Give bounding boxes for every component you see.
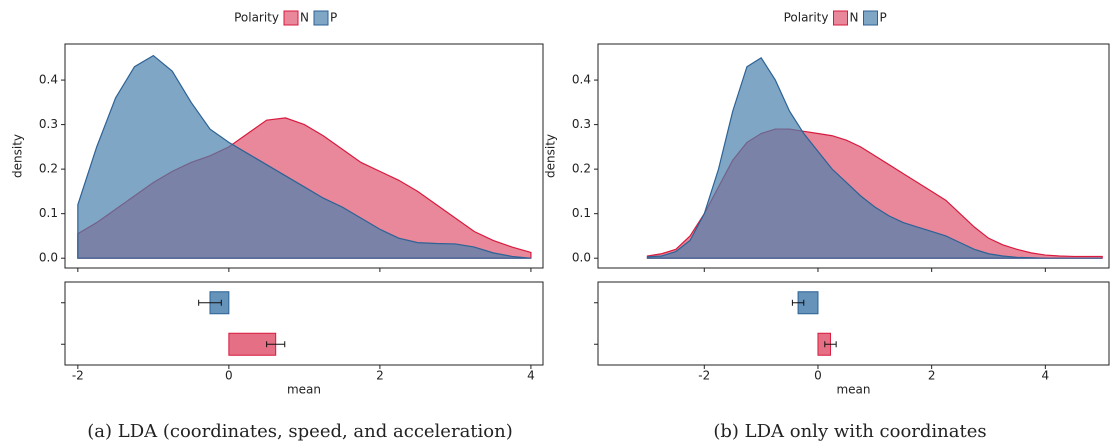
legend-title: Polarity [784, 11, 829, 25]
y-tick-label: 0.2 [572, 162, 591, 176]
legend-swatch [313, 10, 329, 26]
legend-swatch [863, 10, 878, 26]
y-tick-label: 0.4 [39, 73, 58, 87]
plot-frame [64, 43, 544, 269]
x-tick-label: 4 [1042, 369, 1050, 383]
y-tick-label: 0.2 [39, 162, 58, 176]
y-tick-label: 0.1 [39, 206, 58, 220]
x-axis-label: mean [287, 383, 321, 397]
legend-swatch [833, 10, 848, 26]
y-tick-label: 0.4 [572, 73, 591, 87]
y-tick-label: 0.0 [572, 251, 591, 265]
y-tick-label: 0.3 [39, 117, 58, 131]
y-tick-label: 0.3 [572, 117, 591, 131]
y-tick-label: 0.1 [572, 206, 591, 220]
legend-label: P [330, 11, 337, 25]
x-tick-label: 0 [225, 369, 233, 383]
bar-frame [64, 281, 544, 366]
caption: (a) LDA (coordinates, speed, and acceler… [87, 421, 513, 442]
error-bar [791, 299, 805, 306]
error-bar [824, 341, 837, 348]
legend-title: Polarity [234, 11, 279, 25]
x-tick-label: 0 [814, 369, 822, 383]
x-tick-label: -2 [698, 369, 710, 383]
caption: (b) LDA only with coordinates [713, 421, 986, 442]
bar-frame [597, 281, 1110, 366]
x-tick-label: -2 [72, 369, 84, 383]
legend-label: P [880, 11, 887, 25]
density-area [77, 54, 531, 259]
plot-frame [597, 43, 1110, 269]
error-bar [266, 341, 286, 348]
density-area [646, 56, 1103, 259]
x-tick-label: 2 [928, 369, 936, 383]
legend-label: N [300, 11, 309, 25]
y-axis-label: density [544, 134, 558, 178]
legend-swatch [283, 10, 299, 26]
legend-label: N [850, 11, 859, 25]
y-axis-label: density [11, 134, 25, 178]
x-tick-label: 2 [376, 369, 384, 383]
x-axis-label: mean [836, 383, 870, 397]
y-tick-label: 0.0 [39, 251, 58, 265]
error-bar [198, 299, 222, 306]
x-tick-label: 4 [527, 369, 535, 383]
